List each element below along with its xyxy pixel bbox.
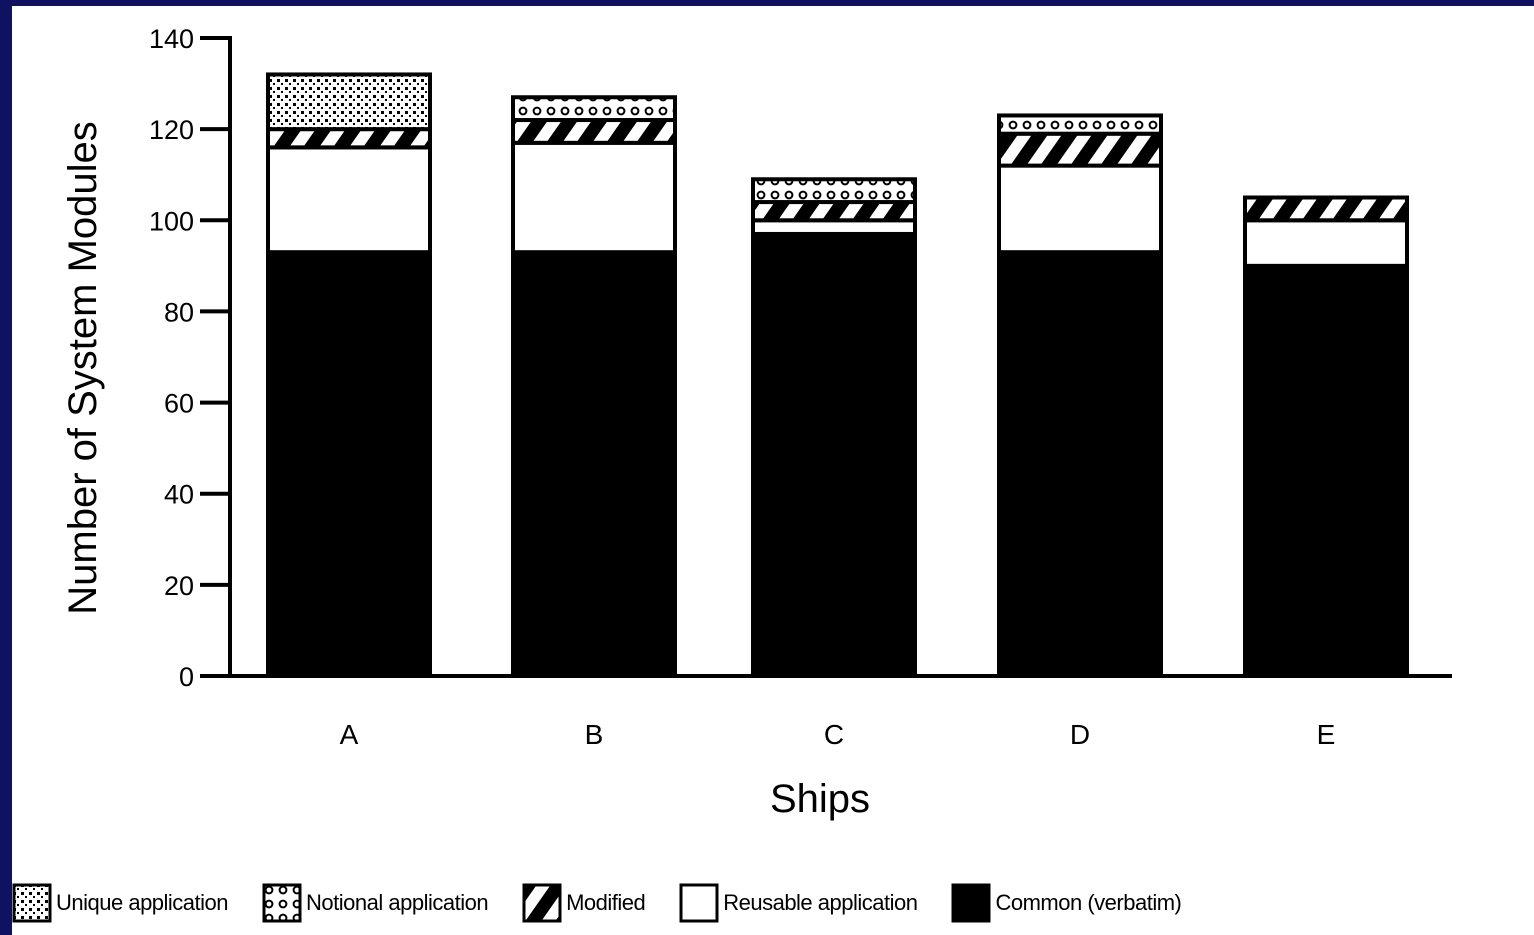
legend-label: Modified [566,890,646,915]
y-tick-label: 40 [164,480,194,510]
x-category-label: A [340,719,359,750]
bar-segment-a-modified [266,127,432,150]
legend-label: Notional application [306,890,489,915]
y-tick-label: 20 [164,571,194,601]
bar-segment-a-unique-application [266,72,432,132]
bar-segment-c-notional-application [751,177,917,205]
bar-segment-c-common-verbatim [751,231,917,678]
x-category-label: B [585,719,604,750]
y-axis-title: Number of System Modules [61,121,105,615]
bar-segment-d-common-verbatim [997,250,1163,679]
y-tick-label: 100 [149,206,194,236]
y-tick-label: 120 [149,115,194,145]
y-tick-label: 140 [149,24,194,54]
y-tick-label: 80 [164,297,194,327]
bar-segment-e-reusable-application [1243,218,1409,268]
bar-segment-b-modified [511,118,677,145]
bar-segment-d-notional-application [997,113,1163,136]
x-category-label: D [1070,719,1090,750]
legend-item: Common (verbatim) [951,883,1182,923]
chart-legend: Unique application Notional application Mo… [12,878,1534,928]
bar-segment-a-reusable-application [266,145,432,255]
x-category-label: E [1317,719,1336,750]
bar-segment-c-modified [751,200,917,223]
x-category-label: C [824,719,844,750]
bar-segment-c-reusable-application [751,218,917,236]
bar-segment-b-common-verbatim [511,250,677,679]
bar-segment-b-notional-application [511,95,677,123]
y-tick-label: 60 [164,389,194,419]
bar-segment-b-reusable-application [511,140,677,255]
legend-swatch-white [679,883,719,923]
legend-swatch-dots [12,883,52,923]
y-tick-label: 0 [179,662,194,692]
bar-segment-e-common-verbatim [1243,263,1409,678]
x-axis-title: Ships [770,777,870,821]
legend-item: Modified [522,883,646,923]
legend-item: Reusable application [679,883,918,923]
legend-item: Unique application [12,883,229,923]
bar-segment-d-reusable-application [997,163,1163,255]
legend-label: Unique application [56,890,229,915]
legend-swatch-circles [262,883,302,923]
legend-label: Reusable application [723,890,918,915]
legend-swatch-hatch [522,883,562,923]
legend-label: Common (verbatim) [995,890,1182,915]
bar-segment-d-modified [997,131,1163,168]
bar-segment-e-modified [1243,195,1409,223]
chart-panel: 0 20 40 60 80 100 120 140 A B C D E Ships Number of … [12,6,1534,935]
stacked-bar-chart: 0 20 40 60 80 100 120 140 A B C D E Ships Number of … [61,24,1452,821]
legend-swatch-solid [951,883,991,923]
legend-item: Notional application [262,883,489,923]
bar-segment-a-common-verbatim [266,250,432,679]
